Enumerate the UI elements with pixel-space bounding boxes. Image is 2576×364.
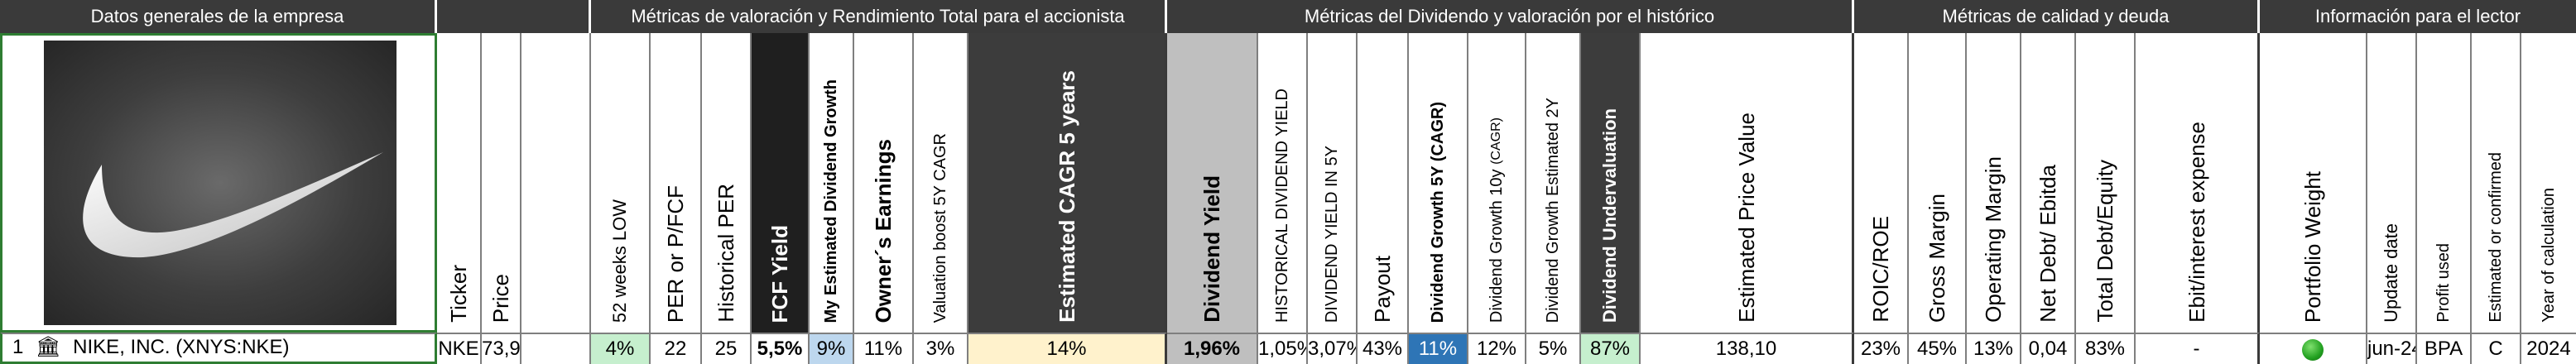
cell-update-date[interactable]: jun-24: [2367, 333, 2417, 364]
cell-year-of-calculation[interactable]: 2024: [2521, 333, 2576, 364]
header-ticker[interactable]: Ticker: [437, 33, 482, 333]
cell-portfolio-weight[interactable]: [2260, 333, 2367, 364]
header-total-debt-equity[interactable]: Total Debt/Equity: [2076, 33, 2136, 333]
status-dot-icon: [2302, 338, 2324, 361]
group-header-general[interactable]: Datos generales de la empresa: [0, 0, 437, 33]
header-net-debt-ebitda[interactable]: Net Debt/ Ebitda: [2021, 33, 2076, 333]
cell-dividend-undervaluation[interactable]: 87%: [1581, 333, 1641, 364]
cell-valuation-boost[interactable]: 3%: [914, 333, 968, 364]
group-header-valuation[interactable]: Métricas de valoración y Rendimiento Tot…: [591, 0, 1167, 33]
header-profit-used[interactable]: Profit used: [2417, 33, 2472, 333]
cell-dividend-growth-5y[interactable]: 11%: [1409, 333, 1468, 364]
cell-dividend-growth-10y[interactable]: 12%: [1468, 333, 1526, 364]
swoosh-icon: [83, 152, 384, 258]
cell-estimated-price-value[interactable]: 138,10: [1641, 333, 1854, 364]
cell-estimated-or-confirmed[interactable]: C: [2472, 333, 2521, 364]
header-estimated-or-confirmed[interactable]: Estimated or confirmed: [2472, 33, 2521, 333]
group-header-reader[interactable]: Información para el lector: [2260, 0, 2576, 33]
company-name: NIKE, INC. (XNYS:NKE): [73, 336, 290, 358]
company-name-cell[interactable]: 1 🏛 NIKE, INC. (XNYS:NKE): [0, 333, 437, 364]
cell-my-estimated-dividend-growth[interactable]: 9%: [810, 333, 854, 364]
cell-dividend-growth-estimated-2y[interactable]: 5%: [1526, 333, 1581, 364]
group-header-dividend[interactable]: Métricas del Dividendo y valoración por …: [1167, 0, 1854, 33]
group-header-blank[interactable]: [437, 0, 591, 33]
cell-empty[interactable]: [521, 333, 591, 364]
cell-historical-per[interactable]: 25: [702, 333, 752, 364]
header-price[interactable]: Price: [482, 33, 521, 333]
header-ebit-interest-expense[interactable]: Ebit/interest expense: [2136, 33, 2260, 333]
header-my-estimated-dividend-growth[interactable]: My Estimated Dividend Growth: [810, 33, 854, 333]
cell-52-weeks-low[interactable]: 4%: [591, 333, 651, 364]
cell-dividend-yield-5y[interactable]: 3,07%: [1308, 333, 1358, 364]
row-index: 1: [12, 336, 24, 358]
cell-price[interactable]: 73,91: [482, 333, 521, 364]
nike-logo-image: [44, 41, 396, 325]
cell-ticker[interactable]: NKE: [437, 333, 482, 364]
header-valuation-boost[interactable]: Valuation boost 5Y CAGR: [914, 33, 968, 333]
header-roic-roe[interactable]: ROIC/ROE: [1854, 33, 1909, 333]
cell-operating-margin[interactable]: 13%: [1967, 333, 2021, 364]
header-portfolio-weight[interactable]: Portfolio Weight: [2260, 33, 2367, 333]
cell-owners-earnings[interactable]: 11%: [854, 333, 914, 364]
header-estimated-price-value[interactable]: Estimated Price Value: [1641, 33, 1854, 333]
cell-profit-used[interactable]: BPA: [2417, 333, 2472, 364]
header-historical-dividend-yield[interactable]: HISTORICAL DIVIDEND YIELD: [1258, 33, 1308, 333]
header-fcf-yield[interactable]: FCF Yield: [752, 33, 810, 333]
header-owners-earnings[interactable]: Owner´s Earnings: [854, 33, 914, 333]
header-historical-per[interactable]: Historical PER: [702, 33, 752, 333]
cell-dividend-yield[interactable]: 1,96%: [1167, 333, 1258, 364]
header-dividend-growth-10y[interactable]: Dividend Growth 10y (CAGR): [1468, 33, 1526, 333]
cell-gross-margin[interactable]: 45%: [1909, 333, 1967, 364]
cell-historical-dividend-yield[interactable]: 1,05%: [1258, 333, 1308, 364]
header-52-weeks-low[interactable]: 52 weeks LOW: [591, 33, 651, 333]
header-dividend-yield-5y[interactable]: DIVIDEND YIELD IN 5Y: [1308, 33, 1358, 333]
cell-net-debt-ebitda[interactable]: 0,04: [2021, 333, 2076, 364]
header-dividend-growth-estimated-2y[interactable]: Dividend Growth Estimated 2Y: [1526, 33, 1581, 333]
cell-roic-roe[interactable]: 23%: [1854, 333, 1909, 364]
group-header-quality[interactable]: Métricas de calidad y deuda: [1854, 0, 2260, 33]
header-gross-margin[interactable]: Gross Margin: [1909, 33, 1967, 333]
header-empty[interactable]: [521, 33, 591, 333]
header-year-of-calculation[interactable]: Year of calculation: [2521, 33, 2576, 333]
header-estimated-cagr[interactable]: Estimated CAGR 5 years: [968, 33, 1167, 333]
cell-ebit-interest-expense[interactable]: -: [2136, 333, 2260, 364]
header-dividend-undervaluation[interactable]: Dividend Undervaluation: [1581, 33, 1641, 333]
header-dividend-yield[interactable]: Dividend Yield: [1167, 33, 1258, 333]
header-operating-margin[interactable]: Operating Margin: [1967, 33, 2021, 333]
cell-fcf-yield[interactable]: 5,5%: [752, 333, 810, 364]
cell-payout[interactable]: 43%: [1358, 333, 1409, 364]
header-dividend-growth-5y[interactable]: Dividend Growth 5Y (CAGR): [1409, 33, 1468, 333]
cell-total-debt-equity[interactable]: 83%: [2076, 333, 2136, 364]
cell-estimated-cagr[interactable]: 14%: [968, 333, 1167, 364]
cell-per[interactable]: 22: [651, 333, 702, 364]
header-update-date[interactable]: Update date: [2367, 33, 2417, 333]
bank-icon: 🏛: [36, 336, 61, 358]
header-payout[interactable]: Payout: [1358, 33, 1409, 333]
company-logo-cell[interactable]: [0, 33, 437, 333]
header-per[interactable]: PER or P/FCF: [651, 33, 702, 333]
